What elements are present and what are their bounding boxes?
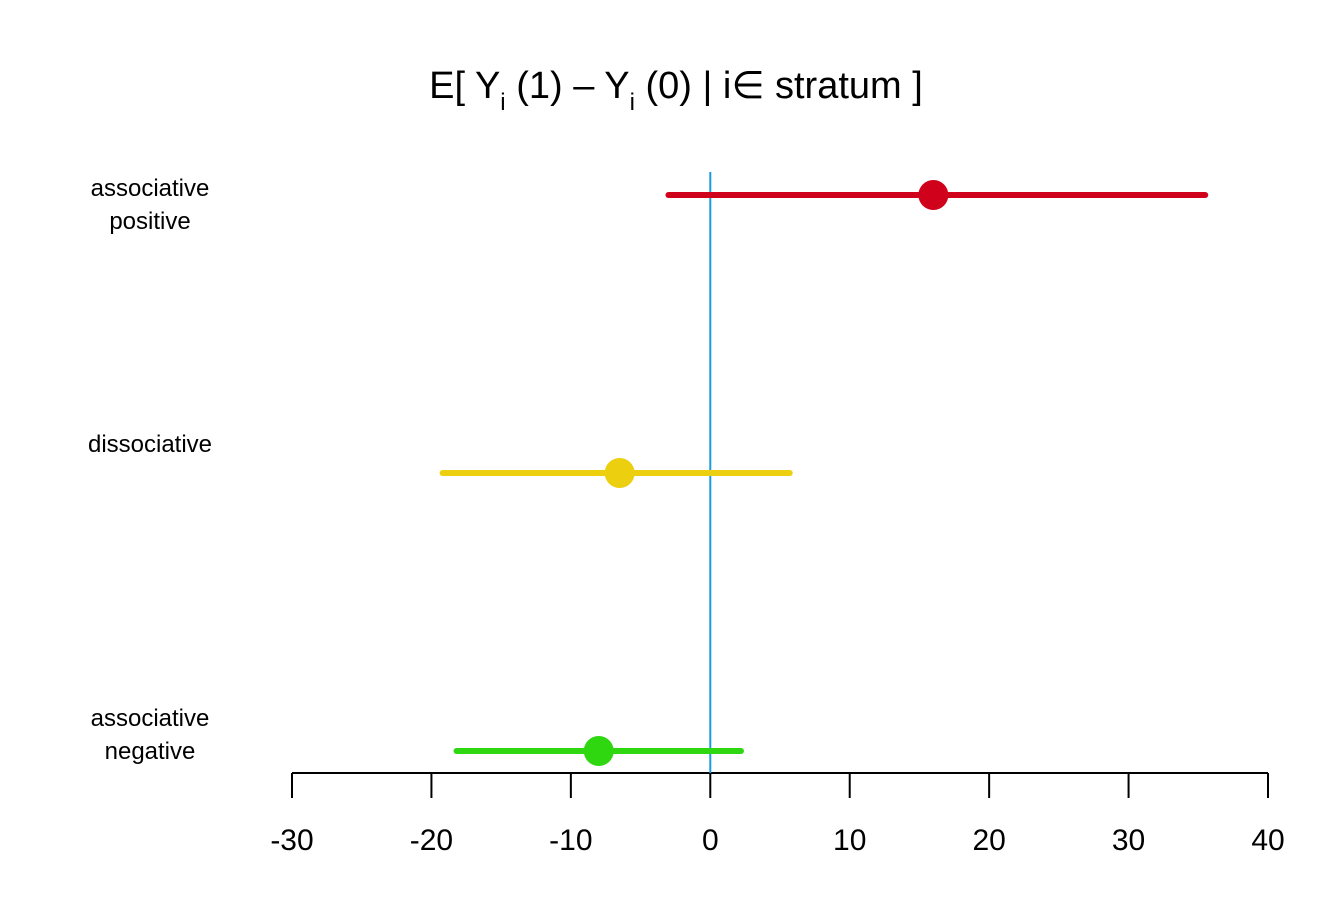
x-tick-label: 0 (702, 824, 719, 857)
plot-area: -30 -20 -10 0 10 20 30 40 associative positive dis… (88, 172, 1285, 857)
x-tick-label: -10 (549, 824, 592, 857)
x-tick-label: 20 (972, 824, 1005, 857)
category-label: associative (91, 705, 210, 732)
point-estimate (918, 180, 949, 210)
point-estimate (583, 736, 614, 766)
category-label: negative (105, 738, 196, 765)
chart-title: E[ Yi (1) – Yi (0) | i∈ stratum ] (429, 65, 923, 116)
x-tick-label: 10 (833, 824, 866, 857)
point-estimate (604, 458, 635, 488)
x-tick-label: 30 (1112, 824, 1145, 857)
title-prefix: E[ Y (429, 65, 500, 107)
x-tick-label: 40 (1251, 824, 1284, 857)
category-label: associative (91, 175, 210, 202)
title-middle: (1) – Y (506, 65, 630, 107)
x-tick-label: -30 (270, 824, 313, 857)
x-tick-label: -20 (410, 824, 453, 857)
title-subscript-2: i (630, 89, 635, 116)
category-label: dissociative (88, 431, 212, 458)
category-label: positive (109, 208, 190, 235)
title-suffix: (0) | i∈ stratum ] (635, 65, 923, 107)
title-subscript-1: i (500, 89, 505, 116)
